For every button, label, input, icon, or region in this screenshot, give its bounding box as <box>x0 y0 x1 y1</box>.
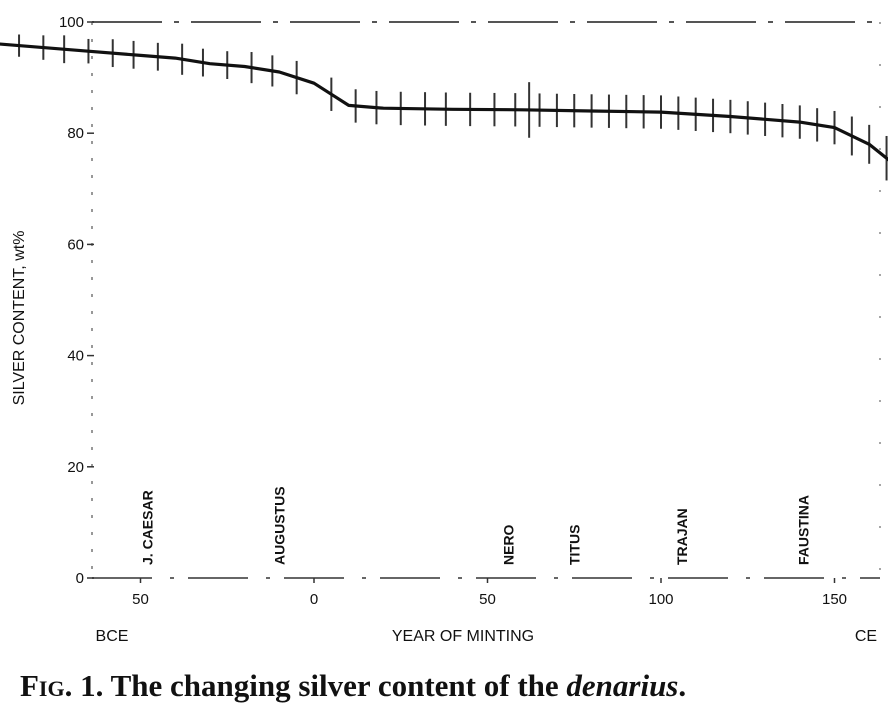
y-axis-ticks: 0 20 40 60 80 100 <box>59 14 94 587</box>
series-group <box>0 42 888 162</box>
caption-end: . <box>678 668 687 703</box>
caption-text: The changing silver content of the <box>110 668 567 703</box>
plot-frame <box>91 21 881 579</box>
x-tick-label: 100 <box>648 591 673 608</box>
y-tick-label: 100 <box>59 14 84 31</box>
y-axis-label: SILVER CONTENT, wt% <box>11 231 28 406</box>
x-tick-label: 50 <box>132 591 149 608</box>
x-tick-label: 50 <box>479 591 496 608</box>
y-tick-label: 20 <box>67 459 84 476</box>
figure-label: Fig. 1. <box>20 668 104 703</box>
x-axis-ce-label: CE <box>855 628 877 645</box>
emperor-label: FAUSTINA <box>795 495 811 565</box>
x-axis-ticks: -10050050100150200250300 <box>132 578 847 608</box>
emperor-label: TITUS <box>566 525 582 565</box>
series-line-0 <box>0 42 888 162</box>
caption-emphasis: denarius <box>566 668 679 703</box>
y-tick-label: 60 <box>67 236 84 253</box>
y-tick-label: 80 <box>67 125 84 142</box>
y-tick-label: 40 <box>67 348 84 365</box>
emperor-labels: M. TULLIAJ. CAESARAUGUSTUSNEROTITUSTRAJA… <box>139 486 811 565</box>
emperor-label: NERO <box>500 524 516 565</box>
x-tick-label: 150 <box>822 591 847 608</box>
x-axis-bce-label: BCE <box>96 628 129 645</box>
emperor-label: J. CAESAR <box>139 490 155 565</box>
y-tick-label: 0 <box>76 570 84 587</box>
x-axis-label: YEAR OF MINTING <box>392 628 534 645</box>
figure-caption: Fig. 1. The changing silver content of t… <box>20 668 880 704</box>
x-tick-label: 0 <box>310 591 318 608</box>
emperor-label: TRAJAN <box>674 508 690 565</box>
emperor-label: AUGUSTUS <box>271 486 287 565</box>
